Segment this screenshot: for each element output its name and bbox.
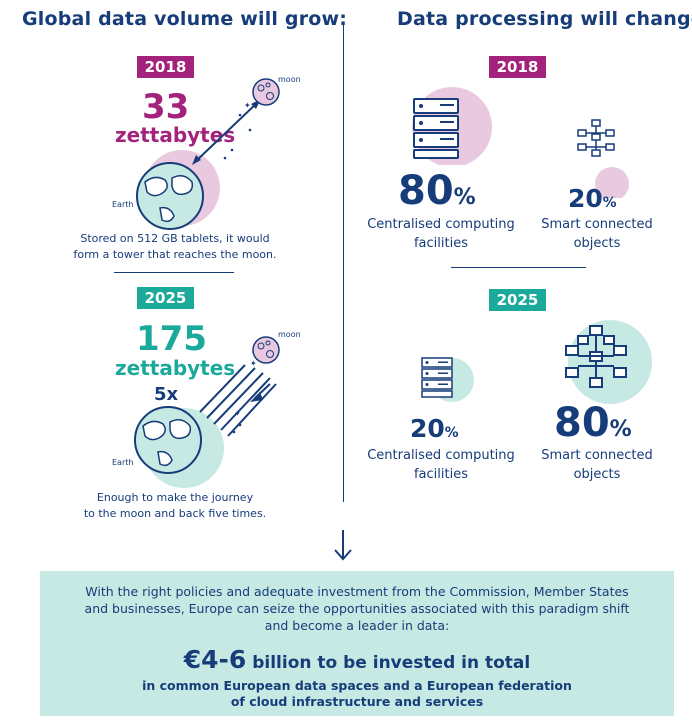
central-2018-pct: 80% <box>398 168 476 221</box>
central-2018-label: Centralised computing facilities <box>362 215 520 253</box>
network-icon-2018-wrap <box>577 119 629 198</box>
central-2025-label-line2: facilities <box>413 467 468 482</box>
smart-2018-value: 20 <box>568 184 603 213</box>
volume-2025-unit: zettabytes <box>115 356 236 380</box>
svg-text:✦: ✦ <box>234 409 241 418</box>
caption-2018: Stored on 512 GB tablets, it would form … <box>60 231 290 263</box>
percent-sign: % <box>609 417 632 442</box>
earth-label-2018: Earth <box>112 200 134 209</box>
smart-2018-pct: 20% <box>568 184 617 218</box>
left-heading: Global data volume will grow: <box>22 8 348 30</box>
smart-2025-label-line2: objects <box>573 467 621 482</box>
smart-2018-label: Smart connected objects <box>528 215 666 253</box>
conclusion-text: With the right policies and adequate inv… <box>40 583 674 634</box>
investment-amount: €4-6 <box>183 645 247 674</box>
percent-sign: % <box>444 425 459 441</box>
earth-moon-2018-illustration: ✦ <box>136 78 280 230</box>
central-2025-value: 20 <box>410 414 445 443</box>
volume-2025-amount: 175 <box>136 319 207 359</box>
year-badge-2025-right: 2025 <box>489 289 546 311</box>
central-2025-pct: 20% <box>410 414 459 448</box>
caption-2018-line2: form a tower that reaches the moon. <box>73 248 277 261</box>
moon-icon <box>252 336 280 364</box>
server-icon <box>421 357 453 398</box>
moon-label-2018: moon <box>278 75 301 84</box>
earth-moon-2025-illustration: ✦ ✦ <box>134 336 280 488</box>
moon-icon <box>252 78 280 106</box>
smart-2018-label-line2: objects <box>573 236 621 251</box>
smart-2025-label-line1: Smart connected <box>541 448 653 463</box>
server-icon <box>413 98 459 159</box>
central-2025-label: Centralised computing facilities <box>362 446 520 484</box>
caption-2018-line1: Stored on 512 GB tablets, it would <box>80 232 270 245</box>
network-icon <box>577 119 615 157</box>
network-icon-2025-wrap <box>565 320 652 404</box>
conclusion-box: With the right policies and adequate inv… <box>40 571 674 716</box>
central-2018-label-line1: Centralised computing <box>367 217 515 232</box>
column-divider <box>343 22 344 502</box>
network-icon <box>565 325 627 388</box>
distance-line-2018 <box>194 101 259 163</box>
smart-2018-label-line1: Smart connected <box>541 217 653 232</box>
caption-2025-line1: Enough to make the journey <box>96 491 254 504</box>
right-heading: Data processing will change: <box>397 8 692 30</box>
central-2025-label-line1: Centralised computing <box>367 448 515 463</box>
arrow-down-icon <box>334 530 352 561</box>
smart-2025-value: 80 <box>554 400 610 446</box>
percent-sign: % <box>602 195 617 211</box>
investment-headline: €4-6 billion to be invested in total <box>40 645 674 674</box>
percent-sign: % <box>453 185 476 210</box>
volume-2018-amount: 33 <box>142 87 190 127</box>
investment-sub-line2: of cloud infrastructure and services <box>230 694 484 709</box>
svg-text:✦: ✦ <box>250 359 257 368</box>
year-badge-2018-right: 2018 <box>489 56 546 78</box>
smart-2025-pct: 80% <box>554 400 632 453</box>
central-2018-label-line2: facilities <box>413 236 468 251</box>
earth-label-2025: Earth <box>112 458 134 467</box>
year-badge-2025-left: 2025 <box>137 287 194 309</box>
year-badge-2018-left: 2018 <box>137 56 194 78</box>
conclusion-line1: With the right policies and adequate inv… <box>85 584 629 599</box>
conclusion-line3: and become a leader in data: <box>264 618 450 633</box>
multiplier-label: 5x <box>154 384 179 405</box>
svg-text:✦: ✦ <box>244 101 251 110</box>
journey-lines-2025 <box>199 364 277 437</box>
server-icon-2025-wrap <box>421 357 474 402</box>
central-2018-value: 80 <box>398 168 454 214</box>
server-icon-2018-wrap <box>412 87 492 165</box>
left-divider <box>114 272 234 273</box>
caption-2025-line2: to the moon and back five times. <box>83 507 267 520</box>
earth-icon <box>134 406 202 474</box>
right-divider <box>451 267 586 268</box>
investment-rest: billion to be invested in total <box>246 653 531 673</box>
moon-label-2025: moon <box>278 330 301 339</box>
earth-icon <box>136 162 204 230</box>
investment-sub: in common European data spaces and a Eur… <box>40 678 674 710</box>
smart-2025-label: Smart connected objects <box>528 446 666 484</box>
conclusion-line2: and businesses, Europe can seize the opp… <box>84 601 630 616</box>
investment-sub-line1: in common European data spaces and a Eur… <box>142 678 572 693</box>
caption-2025: Enough to make the journey to the moon a… <box>60 490 290 522</box>
